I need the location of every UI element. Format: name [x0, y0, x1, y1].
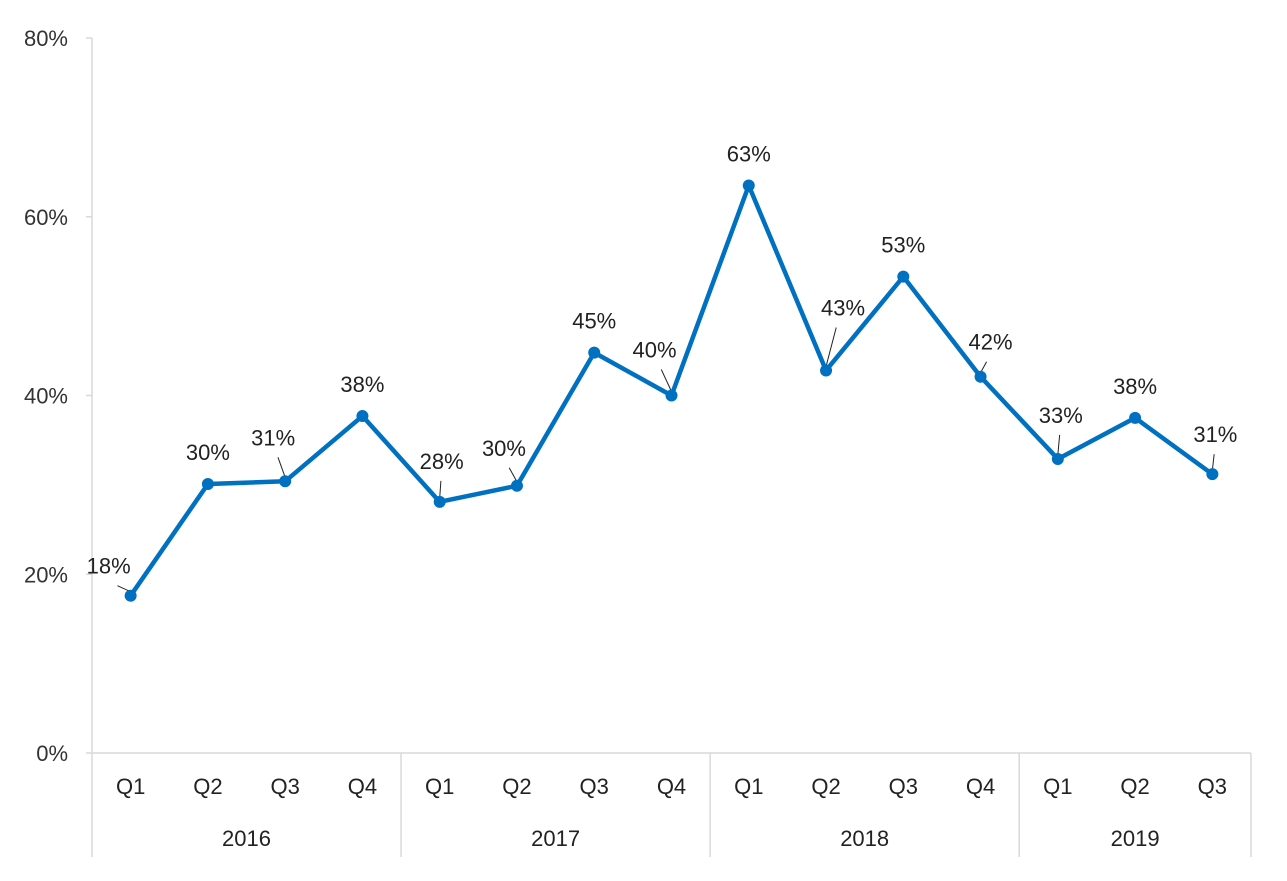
- label-leader-line: [1211, 454, 1215, 471]
- data-label: 31%: [1193, 422, 1237, 447]
- x-group-label: 2018: [840, 826, 889, 851]
- data-point: [588, 346, 601, 359]
- data-point: [665, 389, 678, 402]
- x-tick-label: Q1: [1043, 774, 1072, 799]
- x-group-label: 2016: [222, 826, 271, 851]
- data-point: [1206, 468, 1219, 481]
- data-point: [279, 475, 292, 488]
- label-leader-line: [277, 457, 286, 478]
- data-label: 40%: [632, 338, 676, 363]
- y-tick-label: 80%: [24, 26, 68, 51]
- data-label: 30%: [186, 440, 230, 465]
- data-point: [1129, 411, 1142, 424]
- data-label: 53%: [881, 233, 925, 258]
- data-label: 42%: [969, 330, 1013, 355]
- x-tick-label: Q4: [348, 774, 377, 799]
- y-tick-label: 0%: [36, 741, 68, 766]
- label-leader-line: [825, 327, 837, 367]
- y-tick-label: 60%: [24, 205, 68, 230]
- data-label: 38%: [340, 372, 384, 397]
- x-group-label: 2019: [1111, 826, 1160, 851]
- data-point: [201, 477, 214, 490]
- x-tick-label: Q3: [580, 774, 609, 799]
- x-tick-label: Q2: [193, 774, 222, 799]
- x-tick-label: Q1: [734, 774, 763, 799]
- label-leader-line: [1057, 434, 1061, 456]
- data-point: [742, 179, 755, 192]
- x-tick-label: Q3: [1198, 774, 1227, 799]
- data-label: 30%: [482, 436, 526, 461]
- y-tick-label: 40%: [24, 384, 68, 409]
- label-leader-line: [508, 467, 518, 483]
- data-label: 38%: [1113, 374, 1157, 399]
- data-label: 18%: [87, 554, 131, 579]
- x-tick-label: Q1: [425, 774, 454, 799]
- data-label: 28%: [420, 449, 464, 474]
- x-tick-label: Q1: [116, 774, 145, 799]
- x-tick-label: Q2: [502, 774, 531, 799]
- x-tick-label: Q3: [270, 774, 299, 799]
- x-tick-label: Q4: [657, 774, 686, 799]
- x-tick-label: Q2: [1120, 774, 1149, 799]
- data-point: [1051, 452, 1064, 465]
- x-tick-label: Q3: [889, 774, 918, 799]
- x-tick-label: Q2: [811, 774, 840, 799]
- data-label: 63%: [727, 141, 771, 166]
- label-leader-line: [439, 480, 442, 498]
- label-leader-line: [660, 369, 672, 392]
- data-label: 31%: [251, 425, 295, 450]
- x-tick-label: Q4: [966, 774, 995, 799]
- data-point: [974, 370, 987, 383]
- data-point: [820, 364, 833, 377]
- data-point: [433, 495, 446, 508]
- y-tick-label: 20%: [24, 562, 68, 587]
- x-group-label: 2017: [531, 826, 580, 851]
- data-point: [124, 589, 137, 602]
- data-label: 43%: [821, 295, 865, 320]
- data-label: 33%: [1039, 403, 1083, 428]
- data-point: [356, 410, 369, 423]
- data-label: 45%: [572, 309, 616, 334]
- data-point: [897, 270, 910, 283]
- data-point: [510, 479, 523, 492]
